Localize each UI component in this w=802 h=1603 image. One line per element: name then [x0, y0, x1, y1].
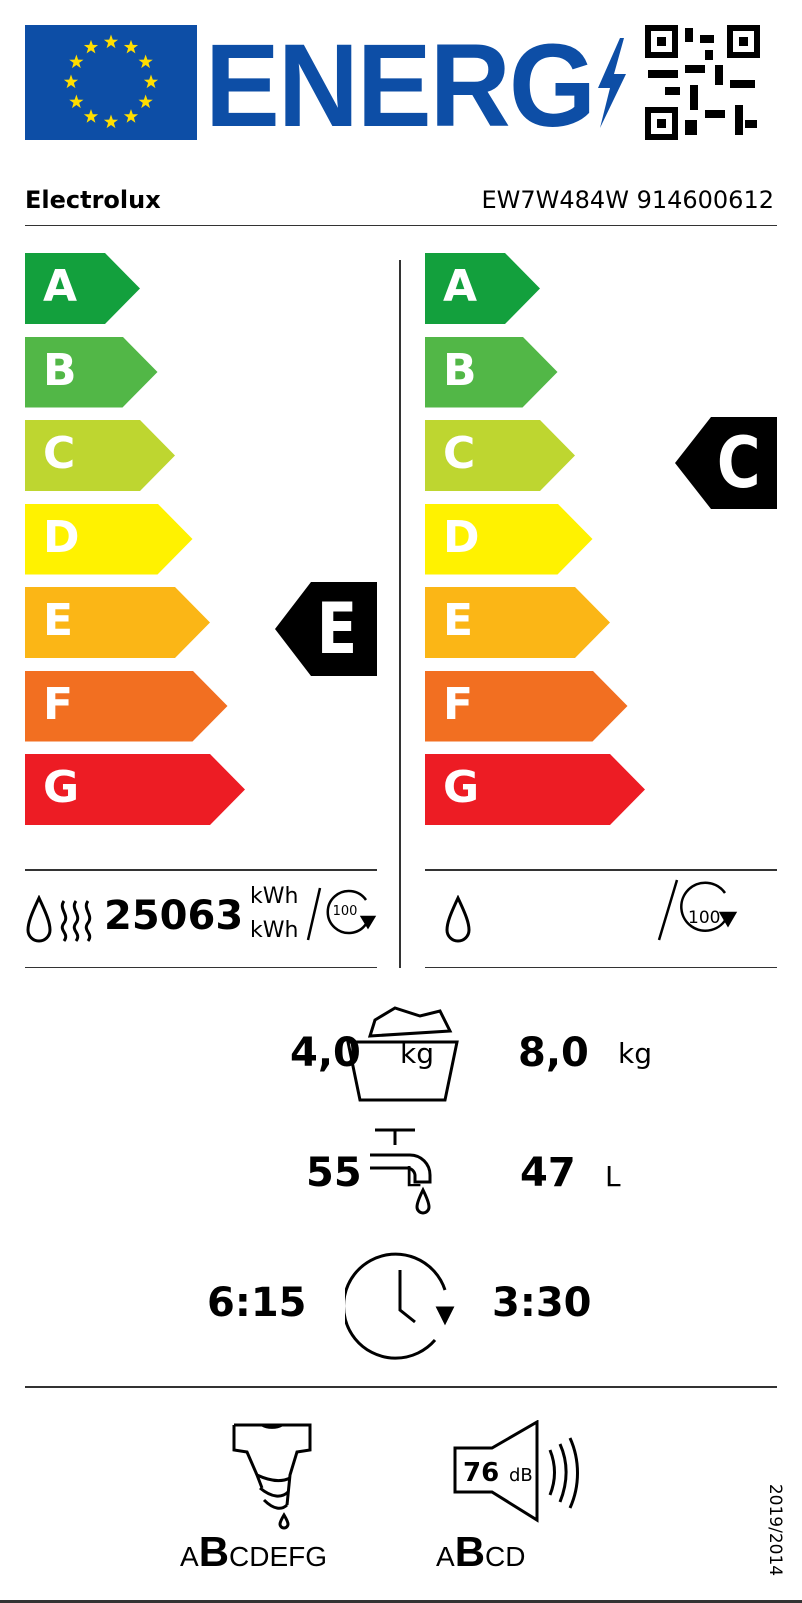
star-icon — [63, 74, 79, 89]
water-left-value: 55 — [306, 1150, 362, 1196]
clock-icon — [345, 1252, 455, 1360]
spin-class-selected: B — [198, 1528, 230, 1575]
right-scale-bar-c: C — [425, 420, 575, 491]
right-scale-bar-b: B — [425, 336, 558, 408]
noise-class-before: A — [436, 1541, 455, 1572]
divider — [425, 869, 777, 871]
spin-class-before: A — [180, 1541, 199, 1572]
scale-letter: B — [443, 344, 477, 396]
capacity-left-value: 4,0 — [290, 1030, 361, 1076]
bottom-border — [0, 1600, 802, 1603]
scale-letter: A — [43, 261, 78, 312]
star-icon — [103, 34, 119, 49]
divider — [425, 967, 777, 968]
star-icon — [143, 74, 159, 89]
scale-letter: F — [43, 678, 74, 730]
scale-letter: E — [443, 595, 474, 646]
star-icon — [138, 54, 153, 69]
water-right-unit: L — [605, 1160, 621, 1193]
star-icon — [69, 54, 84, 69]
per-100-cycles-icon — [657, 879, 738, 941]
rating-right: C — [716, 422, 761, 504]
water-drop-icon — [445, 895, 471, 943]
scale-letter: D — [43, 511, 80, 563]
brand-name: Electrolux — [25, 186, 161, 214]
model-identifier: EW7W484W 914600612 — [481, 186, 775, 214]
capacity-left-unit: kg — [400, 1037, 434, 1070]
scale-letter: E — [43, 595, 74, 646]
star-icon — [83, 109, 99, 123]
noise-class-scale: ABCD — [436, 1528, 525, 1576]
scale-letter: G — [43, 762, 80, 813]
noise-unit: dB — [509, 1465, 533, 1486]
star-icon — [123, 39, 139, 54]
divider — [25, 869, 377, 871]
right-scale-bar-a: A — [425, 253, 540, 324]
energy-value-left: 25063 — [104, 893, 244, 939]
divider — [25, 1386, 777, 1388]
capacity-right-unit: kg — [618, 1037, 652, 1070]
water-steam-icon — [26, 895, 92, 943]
water-right-value: 47 — [520, 1150, 576, 1196]
duration-right-value: 3:30 — [492, 1280, 592, 1326]
right-scale-bar-g: G — [425, 754, 645, 825]
speaker-icon — [453, 1420, 579, 1523]
right-scale-bar-e: E — [425, 587, 610, 658]
left-scale-bar-g: G — [25, 754, 245, 825]
energy-unit-left-2: kWh — [250, 918, 299, 943]
scale-letter: C — [43, 428, 76, 479]
laundry-basket-icon — [346, 1006, 459, 1102]
spin-drying-icon — [232, 1423, 312, 1530]
rating-left: E — [316, 588, 358, 670]
star-icon — [138, 94, 153, 109]
scale-letter: C — [443, 428, 476, 479]
duration-left-value: 6:15 — [207, 1280, 307, 1326]
left-scale-bar-b: B — [25, 336, 158, 408]
scale-letter: F — [443, 678, 474, 730]
divider — [25, 967, 377, 968]
left-scale-bar-c: C — [25, 420, 175, 491]
left-scale-bar-a: A — [25, 253, 140, 324]
star-icon — [83, 39, 99, 54]
rating-indicator-left — [275, 582, 377, 676]
eu-flag-icon — [25, 25, 197, 140]
spin-class-scale: ABCDEFG — [180, 1528, 327, 1576]
scale-letter: B — [43, 344, 77, 396]
vertical-divider — [399, 260, 401, 968]
capacity-right-value: 8,0 — [518, 1030, 589, 1076]
right-scale-bar-f: F — [425, 670, 628, 742]
per-100-cycles-icon — [306, 887, 377, 941]
lightning-icon — [598, 38, 626, 128]
scale-letter: A — [443, 261, 478, 312]
energy-title: ENERG — [205, 20, 596, 152]
star-icon — [103, 114, 119, 129]
noise-class-selected: B — [454, 1528, 486, 1575]
left-scale-bar-d: D — [25, 503, 193, 575]
left-scale-bar-e: E — [25, 587, 210, 658]
star-icon — [123, 109, 139, 123]
right-scale-bar-d: D — [425, 503, 593, 575]
star-icon — [69, 94, 84, 109]
regulation-number: 2019/2014 — [765, 1483, 785, 1577]
scale-letter: D — [443, 511, 480, 563]
left-scale-bar-f: F — [25, 670, 228, 742]
cycles-left: 100 — [332, 904, 358, 919]
water-left-unit: L — [405, 1160, 421, 1193]
rating-indicator-right — [675, 417, 777, 509]
scale-letter: G — [443, 762, 480, 813]
water-tap-icon — [370, 1128, 432, 1215]
energy-unit-left: kWh — [250, 884, 299, 909]
spin-class-after: CDEFG — [229, 1541, 328, 1572]
cycles-right: 100 — [688, 908, 721, 928]
divider — [25, 225, 777, 226]
qr-code-icon — [645, 25, 760, 140]
noise-class-after: CD — [485, 1541, 526, 1572]
noise-value: 76 — [463, 1458, 500, 1488]
